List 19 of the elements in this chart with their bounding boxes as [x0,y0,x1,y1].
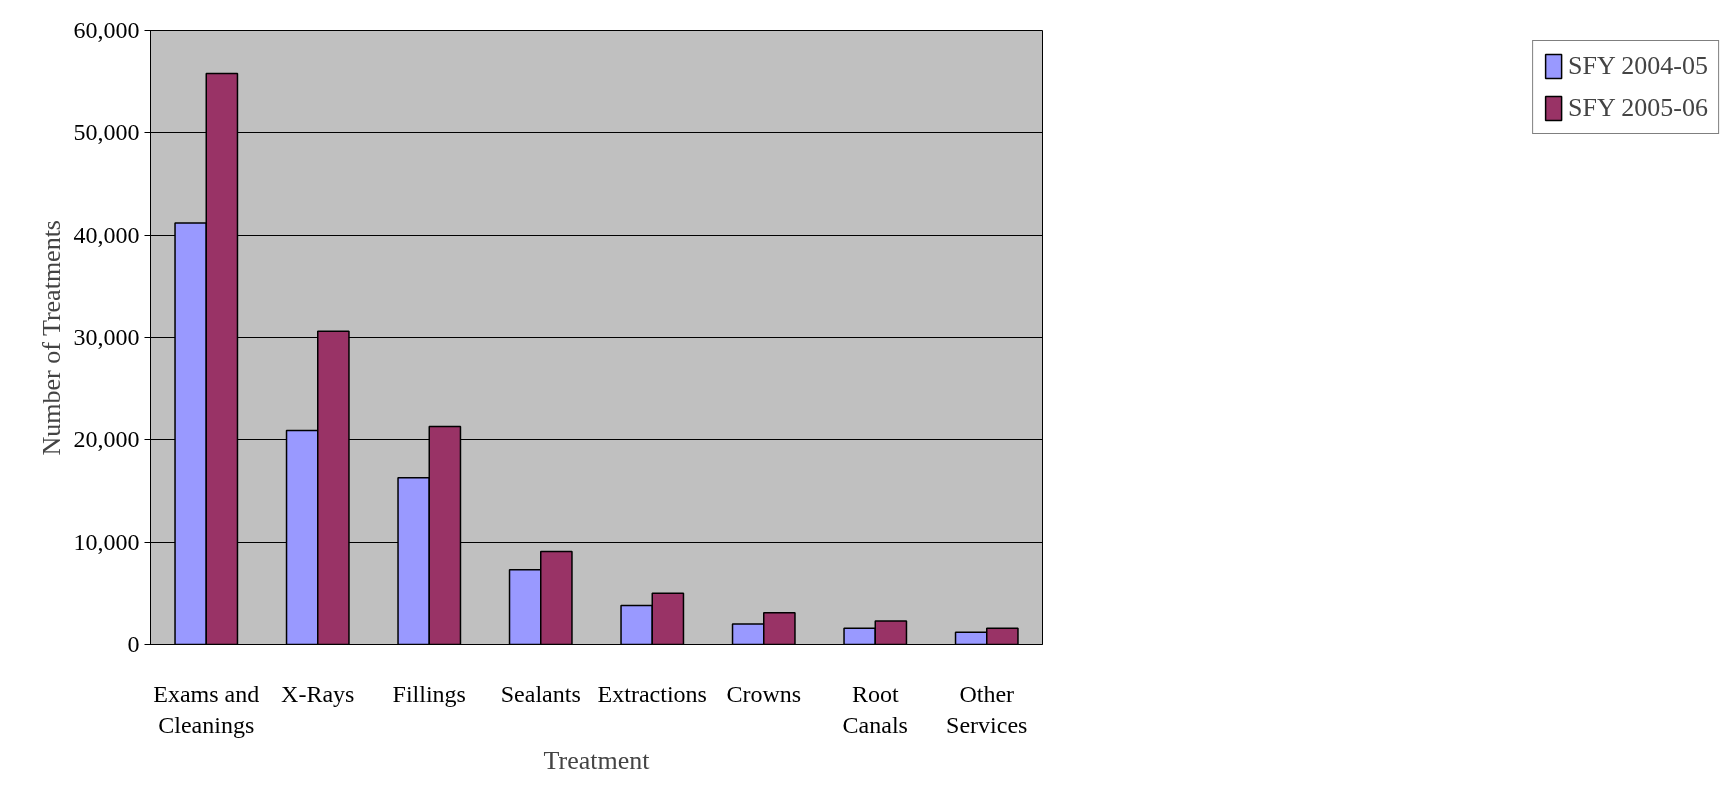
y-tick-label: 10,000 [73,528,140,555]
x-tick-label: Exams and Cleanings [153,680,260,738]
y-tick-label: 0 [127,631,140,657]
x-tick-label: Other Services [946,680,1028,738]
y-tick-label: 50,000 [73,119,140,146]
y-tick-label: 20,000 [73,426,140,453]
x-tick-label: Root Canals [842,680,908,738]
y-tick-label: 30,000 [73,324,140,350]
legend-label: SFY 2004-05 [1568,51,1708,81]
y-tick-label: 40,000 [73,221,140,248]
legend-label: SFY 2005-06 [1568,93,1708,123]
x-tick-label: Sealants [500,680,581,707]
y-tick-label: 60,000 [73,17,140,43]
y-axis-title: Number of Treatments [36,220,66,456]
x-tick-label: X-Rays [281,680,355,707]
x-tick-label: Extractions [597,680,707,707]
x-tick-label: Crowns [726,680,802,707]
x-tick-label: Fillings [392,680,466,707]
x-axis-title: Treatment [543,745,651,775]
